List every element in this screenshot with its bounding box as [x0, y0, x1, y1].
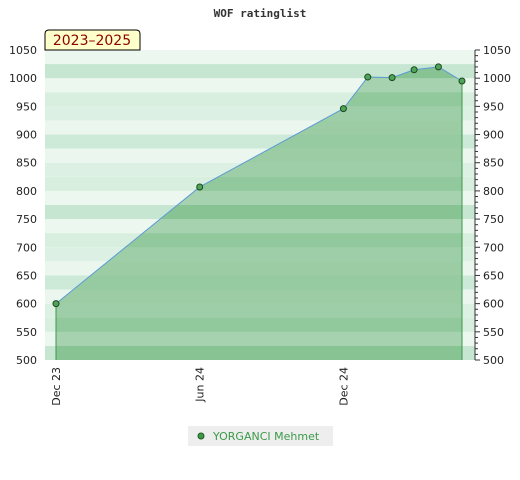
- data-point: [364, 73, 372, 81]
- area-stripe: [45, 162, 475, 177]
- background-band: [45, 233, 475, 248]
- background-band: [45, 162, 475, 177]
- y-tick-label-right: 750: [483, 213, 504, 226]
- y-tick-label-right: 500: [483, 354, 504, 367]
- background-band: [45, 120, 475, 135]
- y-tick-label-right: 550: [483, 326, 504, 339]
- y-tick-label-right: 850: [483, 157, 504, 170]
- area-stripe: [45, 247, 475, 262]
- area-stripe: [45, 50, 475, 65]
- y-tick-label-right: 800: [483, 185, 504, 198]
- y-tick-label-left: 500: [16, 354, 37, 367]
- y-tick-label-right: 1000: [483, 72, 511, 85]
- period-badge-box: [44, 29, 141, 51]
- chart-title: WOF ratinglist: [214, 7, 307, 20]
- y-axis-left: 500 550 600 650 700 750 800 850 900 950 1000 1050: [9, 44, 37, 367]
- y-tick-label-left: 750: [16, 213, 37, 226]
- series-line: [55, 66, 463, 305]
- legend: YORGANCI Mehmet: [188, 426, 333, 446]
- y-tick-label-left: 800: [16, 185, 37, 198]
- background-band: [45, 331, 475, 346]
- y-tick-label-left: 950: [16, 100, 37, 113]
- period-badge: 2023–2025: [44, 29, 141, 51]
- data-point: [434, 63, 442, 71]
- legend-label: YORGANCI Mehmet: [212, 430, 320, 443]
- data-point: [388, 74, 396, 82]
- data-points: [52, 63, 466, 308]
- area-stripe: [45, 303, 475, 318]
- background-band: [45, 205, 475, 220]
- background-band: [45, 190, 475, 205]
- area-stripe: [45, 78, 475, 93]
- y-tick-label-right: 1050: [483, 44, 511, 57]
- y-tick-label-left: 1000: [9, 72, 37, 85]
- period-label: 2023–2025: [53, 33, 131, 49]
- series-area: [56, 66, 462, 360]
- area-stripe: [45, 275, 475, 290]
- y-tick-label-left: 550: [16, 326, 37, 339]
- legend-marker: [197, 432, 205, 440]
- background-band: [45, 50, 475, 65]
- y-tick-label-right: 700: [483, 241, 504, 254]
- y-tick-label-right: 600: [483, 298, 504, 311]
- x-tick-label: Dec 23: [50, 367, 63, 406]
- data-point: [52, 300, 60, 308]
- background-band: [45, 261, 475, 276]
- background-band: [45, 78, 475, 93]
- background-band: [45, 247, 475, 262]
- background-band: [45, 106, 475, 121]
- data-point: [458, 77, 466, 85]
- background-band: [45, 275, 475, 290]
- background-band: [45, 303, 475, 318]
- y-tick-label-left: 1050: [9, 44, 37, 57]
- area-stripe: [45, 331, 475, 346]
- series-area-layer: [45, 50, 475, 360]
- data-point: [339, 105, 347, 113]
- background-band: [45, 134, 475, 149]
- data-point: [410, 66, 418, 74]
- background-band: [45, 92, 475, 107]
- y-tick-label-right: 950: [483, 100, 504, 113]
- background-band: [45, 148, 475, 163]
- area-stripe: [45, 219, 475, 234]
- background-band: [45, 176, 475, 191]
- y-tick-label-right: 650: [483, 269, 504, 282]
- y-tick-label-left: 700: [16, 241, 37, 254]
- y-axis-right: 500 550 600 650 700 750 800 850 900 950 1000 1050: [475, 44, 511, 367]
- background-band: [45, 219, 475, 234]
- data-point: [196, 183, 204, 191]
- background-band: [45, 289, 475, 304]
- area-stripe: [45, 190, 475, 205]
- y-tick-label-left: 850: [16, 157, 37, 170]
- x-tick-label: Jun 24: [194, 367, 207, 403]
- background-band: [45, 345, 475, 360]
- y-tick-label-right: 900: [483, 129, 504, 142]
- background-band: [45, 317, 475, 332]
- y-tick-label-left: 600: [16, 298, 37, 311]
- y-tick-label-left: 650: [16, 269, 37, 282]
- area-stripe: [45, 106, 475, 121]
- area-stripe: [45, 134, 475, 149]
- x-tick-label: Dec 24: [337, 367, 350, 406]
- plot-background: [45, 50, 475, 360]
- x-axis: Dec 23 Jun 24 Dec 24: [50, 367, 350, 406]
- y-tick-label-left: 900: [16, 129, 37, 142]
- legend-box: [188, 426, 333, 446]
